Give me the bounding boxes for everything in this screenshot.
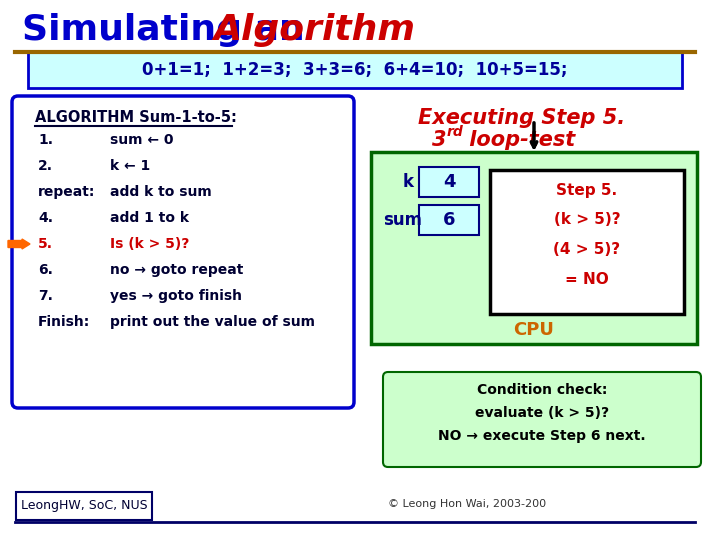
Text: loop-test: loop-test	[462, 130, 575, 150]
Text: k ← 1: k ← 1	[110, 159, 150, 173]
Text: 2.: 2.	[38, 159, 53, 173]
Text: (k > 5)?: (k > 5)?	[554, 213, 621, 227]
Text: © Leong Hon Wai, 2003-200: © Leong Hon Wai, 2003-200	[388, 499, 546, 509]
Text: ALGORITHM Sum-1-to-5:: ALGORITHM Sum-1-to-5:	[35, 111, 237, 125]
Text: (4 > 5)?: (4 > 5)?	[554, 242, 621, 258]
Text: add k to sum: add k to sum	[110, 185, 212, 199]
Text: Algorithm: Algorithm	[213, 13, 415, 47]
Text: LeongHW, SoC, NUS: LeongHW, SoC, NUS	[21, 500, 148, 512]
Text: Step 5.: Step 5.	[557, 183, 618, 198]
FancyArrow shape	[8, 239, 30, 249]
FancyBboxPatch shape	[419, 167, 479, 197]
Text: 5.: 5.	[38, 237, 53, 251]
Text: Is (k > 5)?: Is (k > 5)?	[110, 237, 189, 251]
Text: 3: 3	[432, 130, 446, 150]
Text: evaluate (k > 5)?: evaluate (k > 5)?	[475, 406, 609, 420]
Text: print out the value of sum: print out the value of sum	[110, 315, 315, 329]
FancyBboxPatch shape	[383, 372, 701, 467]
Text: 4.: 4.	[38, 211, 53, 225]
Text: 6: 6	[443, 211, 455, 229]
FancyBboxPatch shape	[490, 170, 684, 314]
Text: Executing Step 5.: Executing Step 5.	[418, 108, 625, 128]
Text: Condition check:: Condition check:	[477, 383, 607, 397]
Text: 0+1=1;  1+2=3;  3+3=6;  6+4=10;  10+5=15;: 0+1=1; 1+2=3; 3+3=6; 6+4=10; 10+5=15;	[143, 61, 568, 79]
Text: yes → goto finish: yes → goto finish	[110, 289, 242, 303]
Text: 1.: 1.	[38, 133, 53, 147]
Text: = NO: = NO	[565, 273, 609, 287]
Text: rd: rd	[447, 125, 464, 139]
Text: no → goto repeat: no → goto repeat	[110, 263, 243, 277]
Text: sum ← 0: sum ← 0	[110, 133, 174, 147]
Text: 7.: 7.	[38, 289, 53, 303]
FancyBboxPatch shape	[12, 96, 354, 408]
Text: NO → execute Step 6 next.: NO → execute Step 6 next.	[438, 429, 646, 443]
FancyBboxPatch shape	[16, 492, 152, 520]
Text: CPU: CPU	[513, 321, 554, 339]
Text: sum: sum	[384, 211, 423, 229]
Text: Simulating an: Simulating an	[22, 13, 318, 47]
Text: repeat:: repeat:	[38, 185, 95, 199]
Text: 6.: 6.	[38, 263, 53, 277]
FancyBboxPatch shape	[28, 52, 682, 88]
FancyBboxPatch shape	[419, 205, 479, 235]
Text: add 1 to k: add 1 to k	[110, 211, 189, 225]
Text: k: k	[402, 173, 413, 191]
Text: Finish:: Finish:	[38, 315, 90, 329]
Text: 4: 4	[443, 173, 455, 191]
FancyBboxPatch shape	[371, 152, 697, 344]
